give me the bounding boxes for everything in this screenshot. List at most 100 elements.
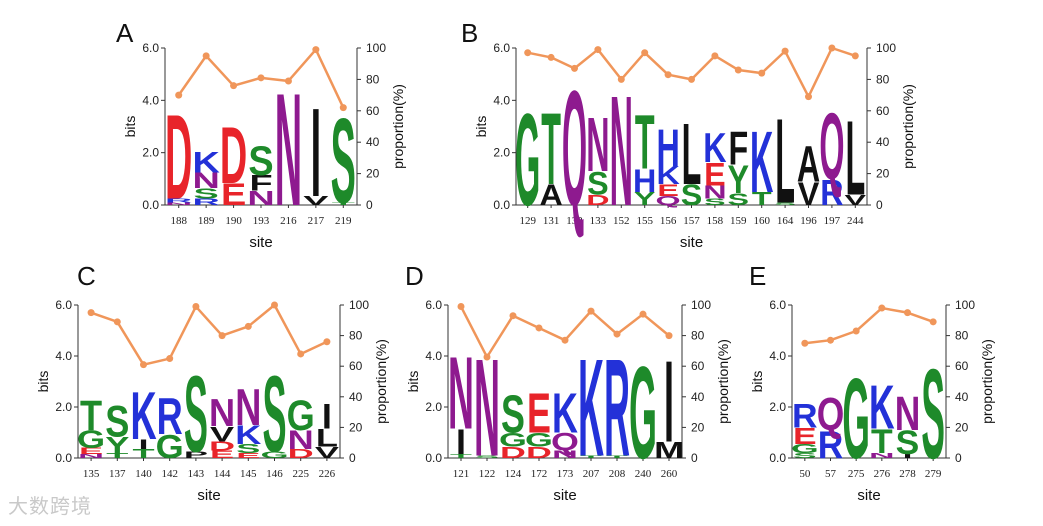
tick-label-right: 60 bbox=[349, 359, 363, 373]
proportion-line bbox=[804, 306, 934, 345]
proportion-point bbox=[483, 353, 491, 361]
logo-letter: G bbox=[842, 355, 870, 482]
panel-label: A bbox=[116, 18, 134, 48]
proportion-point bbox=[617, 75, 625, 83]
panel-C: C 0.0 2.0 4.0 6.0 0 20 40 60 80 100 bits proportion(… bbox=[35, 261, 389, 504]
proportion-point bbox=[587, 307, 595, 315]
logo-letter: N bbox=[610, 64, 633, 240]
x-axis-title: site bbox=[249, 234, 272, 251]
tick-label-right: 100 bbox=[691, 298, 711, 312]
site-tick-label: 278 bbox=[899, 468, 916, 480]
tick-label-left: 6.0 bbox=[55, 298, 72, 312]
logo-letter: G bbox=[260, 450, 288, 460]
tick-label-right: 80 bbox=[349, 329, 363, 343]
logo-letter: S bbox=[774, 202, 796, 206]
tick-label-left: 0.0 bbox=[769, 451, 786, 465]
logo-letter: S bbox=[728, 191, 750, 209]
logo-letter: T bbox=[606, 455, 629, 459]
logo-letter: E bbox=[527, 382, 551, 445]
logo-letter: D bbox=[209, 439, 235, 453]
site-tick-label: 132 bbox=[566, 215, 583, 227]
logo-letter: E bbox=[221, 178, 246, 212]
panel-D: D 0.0 2.0 4.0 6.0 0 20 40 60 80 100 bits proportion(… bbox=[405, 261, 731, 504]
site-tick-label: 152 bbox=[613, 215, 630, 227]
logo-letter: G bbox=[629, 341, 657, 487]
tick-label-right: 20 bbox=[955, 420, 969, 434]
site-tick-label: 172 bbox=[531, 468, 548, 480]
logo-letter: N bbox=[192, 168, 219, 193]
tick-label-right: 0 bbox=[366, 198, 373, 212]
logo-letter: N bbox=[165, 202, 192, 206]
site-tick-label: 197 bbox=[824, 215, 841, 227]
logo-letter: S bbox=[262, 355, 286, 476]
tick-label-right: 0 bbox=[691, 451, 698, 465]
proportion-point bbox=[878, 304, 886, 312]
logo-letter: Q bbox=[551, 428, 579, 456]
site-tick-label: 135 bbox=[83, 468, 100, 480]
logo-letter: E bbox=[793, 424, 817, 450]
logo-letter: Y bbox=[634, 188, 656, 209]
proportion-point bbox=[801, 339, 809, 347]
logo-letter: S bbox=[681, 178, 703, 211]
logo-letter: T bbox=[132, 447, 155, 461]
logo-letter: S bbox=[194, 186, 219, 202]
logo-letter: F bbox=[728, 121, 748, 175]
proportion-point bbox=[257, 74, 265, 82]
logo-letter: S bbox=[896, 425, 920, 462]
proportion-point bbox=[509, 312, 517, 320]
panel-label: B bbox=[461, 18, 478, 48]
logo-letter: Q bbox=[562, 58, 587, 241]
y-axis-title-right: proportion(%) bbox=[390, 84, 406, 169]
logo-letter: D bbox=[288, 447, 314, 461]
site-tick-label: 122 bbox=[479, 468, 496, 480]
proportion-point bbox=[547, 53, 555, 61]
logo-letter: R bbox=[820, 173, 843, 213]
proportion-point bbox=[113, 318, 121, 326]
logo-letter: K bbox=[552, 382, 578, 445]
logo-letter: V bbox=[798, 176, 820, 212]
proportion-point bbox=[87, 309, 95, 317]
site-tick-label: 196 bbox=[800, 215, 817, 227]
logo-letter: K bbox=[192, 146, 220, 179]
proportion-point bbox=[202, 52, 210, 60]
logo-letter: K bbox=[130, 379, 156, 454]
site-tick-label: 158 bbox=[707, 215, 724, 227]
tick-label-right: 0 bbox=[955, 451, 962, 465]
logo-letter: N bbox=[448, 337, 474, 452]
y-axis-title-right: proportion(%) bbox=[900, 84, 916, 169]
y-axis-title-left: bits bbox=[749, 371, 765, 393]
proportion-point bbox=[805, 93, 812, 101]
logo-letter: V bbox=[315, 444, 340, 462]
site-tick-label: 142 bbox=[161, 468, 178, 480]
tick-label-right: 40 bbox=[876, 135, 890, 149]
logo-letter: Q bbox=[817, 388, 845, 440]
site-tick-label: 189 bbox=[198, 215, 215, 227]
tick-label-left: 4.0 bbox=[769, 349, 786, 363]
logo-letter: I bbox=[138, 436, 148, 452]
proportion-point bbox=[665, 332, 673, 340]
logo-letter: N bbox=[586, 103, 609, 188]
site-tick-label: 159 bbox=[730, 215, 747, 227]
logo-letter: L bbox=[775, 93, 795, 228]
logo-letter: S bbox=[501, 384, 525, 444]
logo-letter: N bbox=[703, 182, 726, 203]
site-tick-label: 157 bbox=[683, 215, 700, 227]
tick-label-right: 80 bbox=[691, 329, 705, 343]
tick-label-right: 20 bbox=[349, 420, 363, 434]
logo-letter: Y bbox=[105, 433, 129, 458]
site-tick-label: 216 bbox=[280, 215, 297, 227]
logo-letter: E bbox=[704, 156, 726, 192]
proportion-point bbox=[641, 49, 649, 57]
tick-label-right: 100 bbox=[876, 41, 896, 55]
logo-letter: T bbox=[80, 392, 102, 439]
y-axis-title-right: proportion(%) bbox=[715, 339, 731, 424]
proportion-point bbox=[271, 301, 278, 309]
tick-label-left: 2.0 bbox=[493, 146, 510, 160]
tick-label-left: 2.0 bbox=[425, 400, 442, 414]
proportion-point bbox=[339, 104, 347, 112]
proportion-point bbox=[230, 82, 238, 90]
proportion-point bbox=[175, 91, 183, 99]
y-axis-title-left: bits bbox=[473, 116, 489, 138]
logo-letter: S bbox=[105, 396, 129, 446]
